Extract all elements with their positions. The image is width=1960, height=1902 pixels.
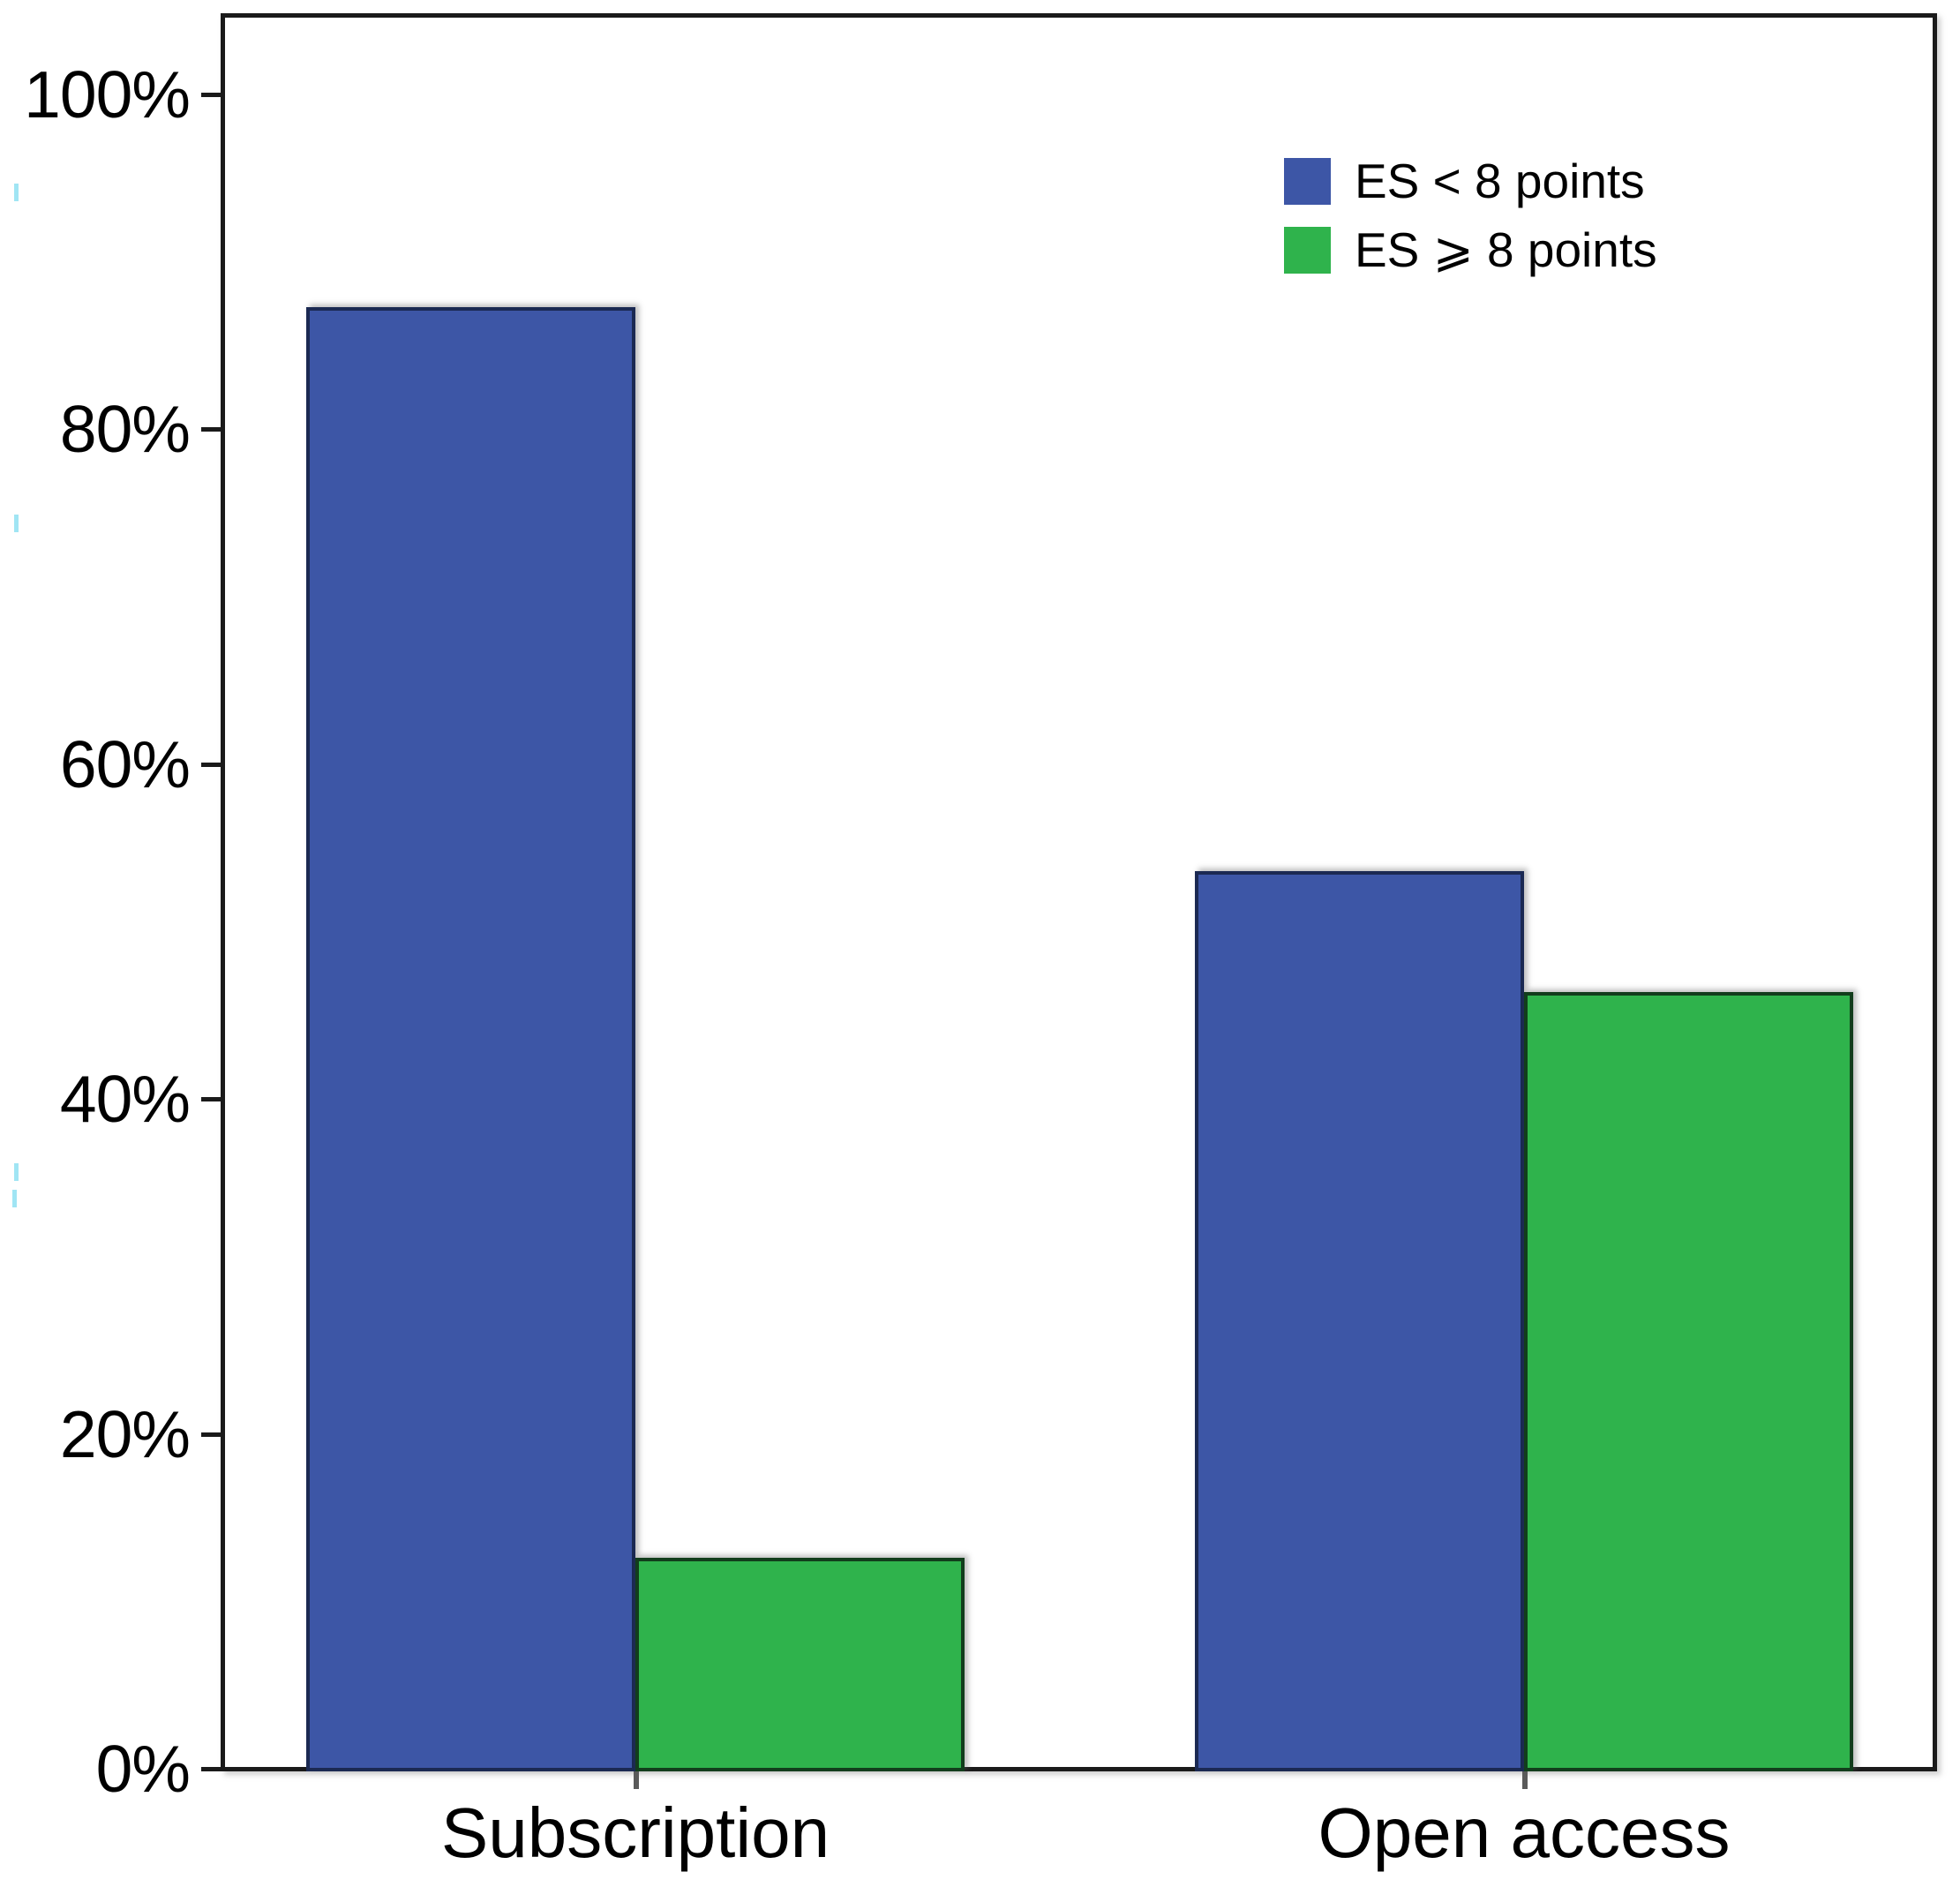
y-tick-label-40: 40% [59,1062,191,1137]
legend-item-es-lt-8-points: ES < 8 points [1284,153,1657,208]
y-tick-label-0: 0% [95,1732,191,1806]
y-tick-60 [201,762,221,767]
compression-artifact [14,1163,19,1181]
y-tick-20 [201,1432,221,1437]
legend-swatch-es-gte-8-points [1284,226,1331,274]
bar-open-access-es-lt-8-points [1195,871,1524,1771]
x-category-label-open-access: Open access [1318,1793,1731,1872]
y-tick-label-80: 80% [59,392,191,467]
legend-label-es-lt-8-points: ES < 8 points [1355,153,1645,208]
y-tick-40 [201,1097,221,1102]
bar-subscription-es-gte-8-points [635,1557,965,1771]
legend-swatch-es-lt-8-points [1284,157,1331,205]
compression-artifact [14,515,19,532]
bar-divider-overhang [634,1771,639,1789]
compression-artifact [12,1190,17,1207]
compression-artifact [14,184,19,201]
y-tick-100 [201,93,221,97]
bar-open-access-es-gte-8-points [1524,991,1853,1771]
bar-divider-overhang [1522,1771,1528,1789]
y-tick-0 [201,1767,221,1771]
legend: ES < 8 points ES ⩾ 8 points [1284,153,1657,295]
y-tick-label-100: 100% [24,57,191,132]
bar-subscription-es-lt-8-points [306,306,635,1771]
y-tick-label-20: 20% [59,1396,191,1471]
legend-item-es-gte-8-points: ES ⩾ 8 points [1284,222,1657,277]
x-category-label-subscription: Subscription [440,1793,830,1872]
y-tick-80 [201,427,221,432]
legend-label-es-gte-8-points: ES ⩾ 8 points [1355,222,1657,277]
y-tick-label-60: 60% [59,726,191,801]
